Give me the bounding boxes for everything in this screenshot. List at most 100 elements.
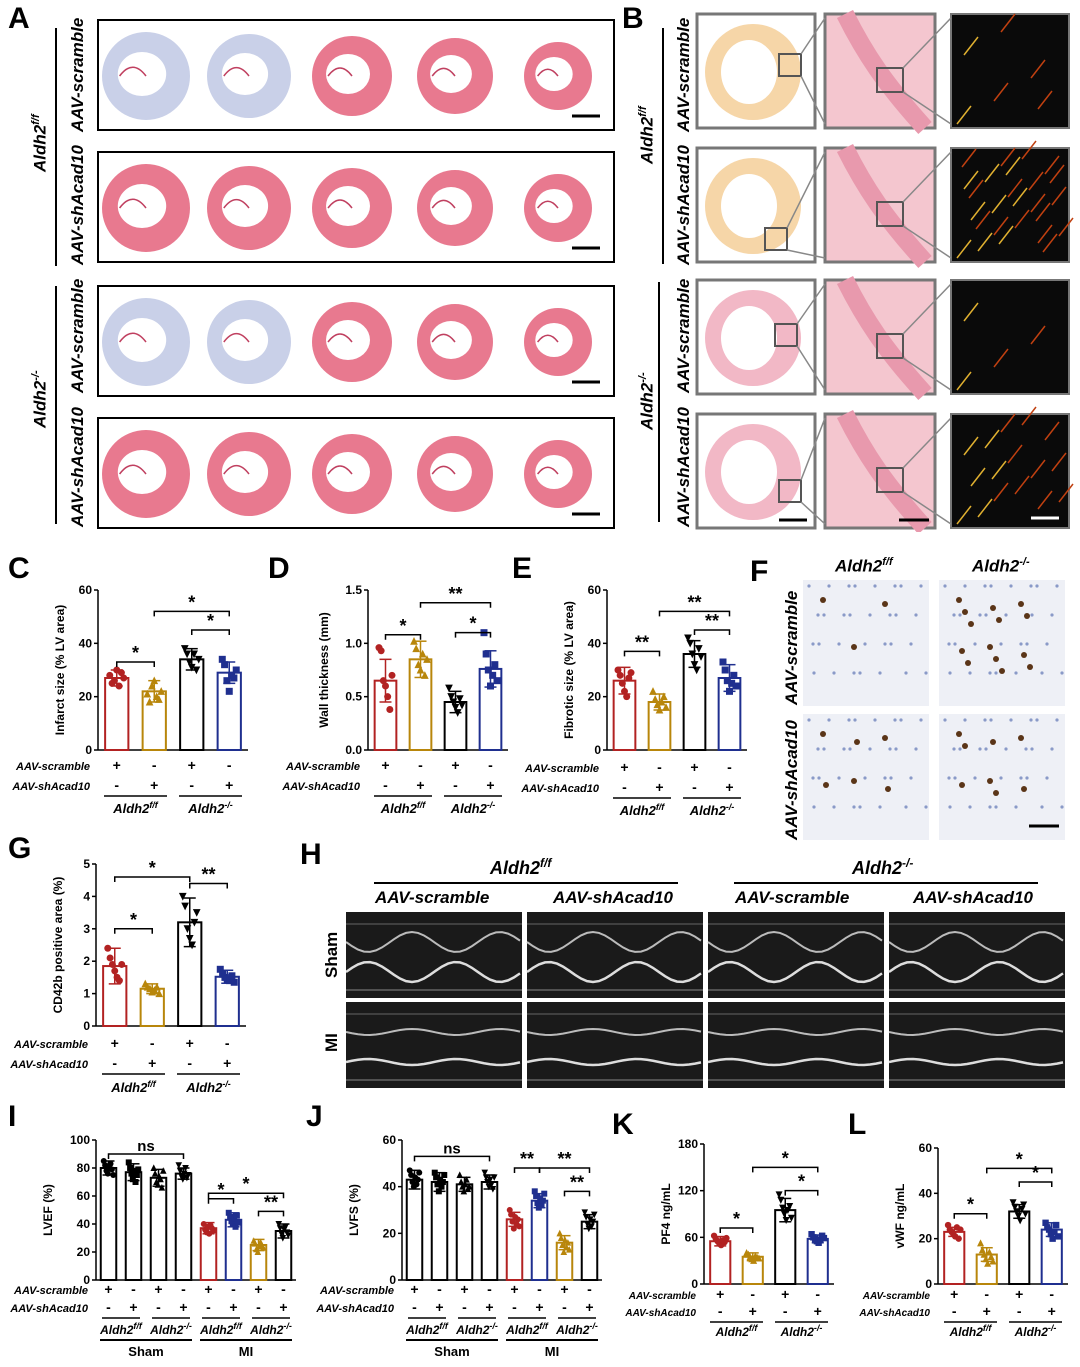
nucleus [842, 613, 846, 617]
sign: - [984, 1286, 989, 1302]
collagen-fiber [1037, 224, 1053, 244]
nucleus [827, 584, 831, 588]
bar-group [1040, 1219, 1063, 1286]
data-point [786, 1203, 794, 1211]
data-point [176, 1167, 184, 1175]
nucleus [1009, 584, 1013, 588]
chart-d: Wall thickness (mm)0.00.51.01.5****AAV-s… [268, 552, 508, 816]
y-tick-label: 0.0 [345, 743, 362, 757]
nucleus [1030, 613, 1034, 617]
nucleus [868, 613, 872, 617]
sig-label: ** [557, 1149, 571, 1169]
y-tick-label: 20 [79, 690, 93, 704]
collagen-fiber [970, 467, 986, 487]
genotype-label: Aldh2-/- [689, 802, 735, 818]
data-point [254, 1248, 262, 1255]
sign: - [256, 1299, 261, 1315]
bar-group [104, 666, 130, 751]
data-point [225, 687, 233, 695]
data-point [686, 639, 695, 648]
sign: + [716, 1286, 724, 1302]
y-tick-label: 100 [70, 1133, 90, 1147]
nucleus [811, 642, 815, 646]
data-point [221, 661, 229, 669]
sign: + [983, 1303, 991, 1319]
y-tick-label: 1.5 [345, 583, 362, 597]
section-fiber [537, 466, 559, 475]
h-treatment: AAV-scramble [375, 888, 490, 907]
zoom-connector [902, 91, 952, 125]
zoom-connector [800, 417, 826, 481]
y-tick-label: 0 [83, 1019, 90, 1033]
zoom-connector [800, 501, 826, 525]
sig-bracket [189, 882, 228, 889]
sign: + [279, 1299, 287, 1315]
heart-section [417, 436, 493, 512]
data-point [697, 653, 705, 661]
wall-trace [707, 1027, 883, 1036]
treatment-label: AAV-shAcad10 [674, 407, 693, 527]
bar [480, 1181, 499, 1281]
nucleus [1045, 776, 1049, 780]
collagen-fiber [1007, 444, 1023, 464]
cd42b-positive [1021, 652, 1027, 658]
overview-tile [695, 146, 817, 264]
collagen-fiber [1044, 421, 1060, 441]
y-tick-label: 0 [594, 743, 601, 757]
nucleus [807, 584, 811, 588]
data-point [150, 676, 159, 685]
treatment-label: AAV-shAcad10 [68, 145, 87, 265]
nucleus [822, 613, 826, 617]
tile-frame [950, 413, 1070, 529]
data-point [178, 892, 187, 901]
cd42b-positive [996, 617, 1002, 623]
section-lumen [221, 185, 269, 227]
data-point [1020, 1201, 1028, 1209]
wall-trace [707, 1057, 883, 1067]
bar-group [179, 645, 205, 751]
bar-group [177, 892, 203, 1027]
heart-section [312, 168, 392, 248]
heart-section [102, 164, 190, 252]
data-point [110, 677, 118, 685]
treatment-row-label: AAV-scramble [15, 761, 90, 773]
cd42b-positive [885, 786, 891, 792]
genotype-label: Aldh2f/f [380, 800, 427, 816]
section-lumen [326, 186, 370, 226]
y-tick-label: 0 [85, 743, 92, 757]
collagen-fiber [1037, 90, 1053, 110]
nucleus [837, 642, 841, 646]
nucleus [894, 747, 898, 751]
cd42b-positive [1027, 664, 1033, 670]
cd42b-positive [1024, 613, 1030, 619]
sig-bracket [986, 1167, 1053, 1174]
section-lumen [221, 53, 269, 95]
y-tick-label: 60 [79, 583, 93, 597]
overview-tile [695, 12, 817, 130]
sign: - [750, 1286, 755, 1302]
ihc-tile [939, 714, 1065, 840]
sig-bracket [419, 602, 492, 608]
bar-group [99, 1158, 118, 1281]
tile-bg [527, 1002, 703, 1088]
cd42b-positive [990, 739, 996, 745]
sig-label: * [207, 611, 214, 631]
nucleus [1014, 671, 1018, 675]
nucleus [852, 671, 856, 675]
section-fiber [327, 333, 353, 343]
data-point [418, 649, 427, 658]
data-point [382, 682, 389, 690]
treatment-row-label: AAV-shAcad10 [624, 1308, 696, 1319]
treatment-row-label: AAV-scramble [13, 1039, 88, 1051]
section-fiber [537, 68, 559, 77]
nucleus [822, 747, 826, 751]
nucleus [832, 805, 836, 809]
data-point [275, 1221, 283, 1228]
bar-group [455, 1171, 474, 1281]
data-point [484, 666, 492, 674]
data-point [564, 1239, 572, 1246]
section-lumen [326, 54, 370, 94]
sig-label: * [130, 910, 137, 930]
genotype-label: Aldh2f/f [619, 802, 666, 818]
